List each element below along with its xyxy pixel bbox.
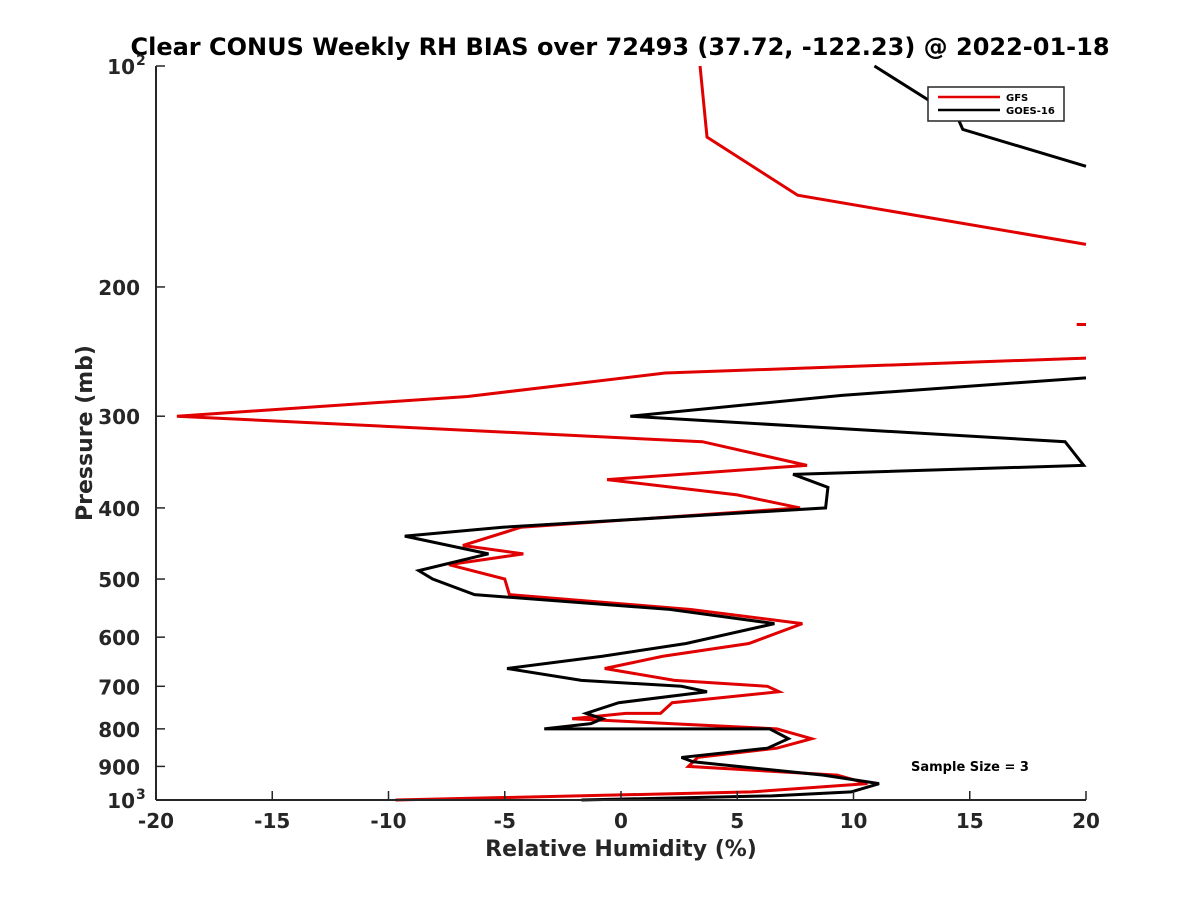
y-tick-label: 800: [98, 718, 140, 742]
series-curves: [176, 64, 1087, 802]
x-tick-label: -5: [494, 809, 516, 833]
legend-label-goes-16: GOES-16: [1006, 106, 1055, 117]
series-line-segment: [176, 356, 1087, 802]
x-tick-label: 10: [840, 809, 868, 833]
y-tick-label: 300: [98, 405, 140, 429]
x-tick-label: -15: [254, 809, 290, 833]
y-tick-label: 10: [107, 789, 135, 813]
y-tick-label: 700: [98, 675, 140, 699]
x-tick-label: 5: [730, 809, 744, 833]
x-tick-label: 20: [1072, 809, 1100, 833]
x-tick-label: -20: [138, 809, 174, 833]
y-tick-label: 900: [98, 755, 140, 779]
x-axis-label: Relative Humidity (%): [485, 837, 757, 862]
series-goes-16: [404, 64, 1087, 802]
y-tick-label: 200: [98, 276, 140, 300]
y-tick-label: 500: [98, 568, 140, 592]
series-line-segment: [404, 376, 1087, 802]
x-tick-label: 0: [614, 809, 628, 833]
y-tick-label: 10: [107, 55, 135, 79]
sample-size-annotation: Sample Size = 3: [911, 760, 1029, 775]
legend-label-gfs: GFS: [1006, 93, 1028, 104]
series-gfs: [176, 65, 1087, 802]
y-tick-label: 400: [98, 497, 140, 521]
y-axis-label: Pressure (mb): [73, 345, 98, 521]
y-tick-exponent: 2: [136, 53, 146, 69]
chart-title: Clear CONUS Weekly RH BIAS over 72493 (3…: [130, 33, 1109, 61]
legend-box: [927, 86, 1065, 122]
y-tick-label: 600: [98, 626, 140, 650]
y-tick-exponent: 3: [136, 787, 146, 803]
chart-legend: GFS GOES-16: [927, 86, 1065, 122]
series-line-segment: [698, 65, 1087, 246]
x-axis-ticks: -20 -15 -10 -5 0 5 10 15 20: [138, 791, 1100, 833]
series-line-segment: [873, 64, 1087, 168]
x-tick-label: 15: [956, 809, 984, 833]
x-tick-label: -10: [370, 809, 406, 833]
